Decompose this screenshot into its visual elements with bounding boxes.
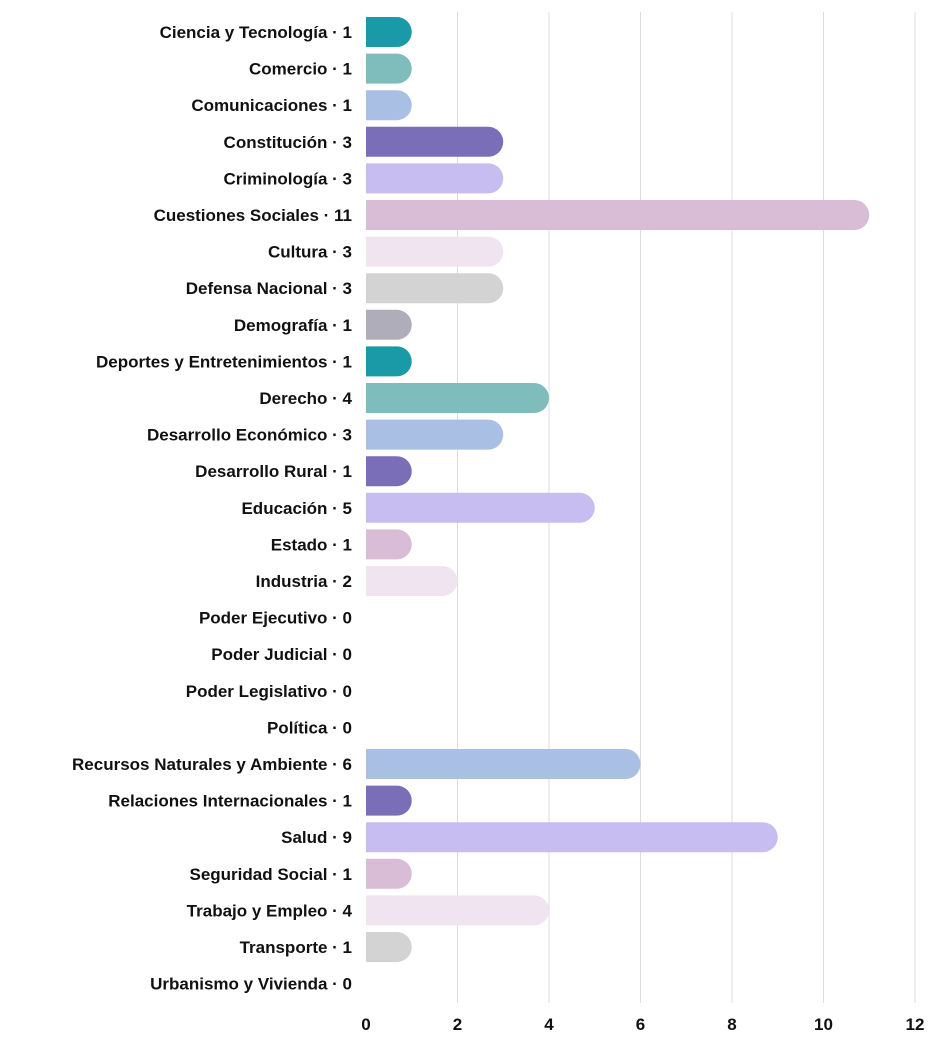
- bar: [366, 858, 412, 889]
- category-label: Criminología · 3: [224, 169, 352, 188]
- bar: [366, 492, 595, 523]
- bars: [366, 17, 870, 962]
- bar: [366, 53, 412, 84]
- category-label: Demografía · 1: [234, 316, 352, 335]
- x-tick-label: 4: [544, 1015, 554, 1034]
- category-label: Cultura · 3: [268, 243, 352, 262]
- category-label: Cuestiones Sociales · 11: [154, 206, 352, 225]
- category-label: Industria · 2: [256, 572, 352, 591]
- category-label: Defensa Nacional · 3: [186, 279, 352, 298]
- bar: [366, 383, 549, 413]
- bar: [366, 90, 412, 121]
- category-label: Relaciones Internacionales · 1: [108, 792, 352, 811]
- category-label: Salud · 9: [281, 828, 352, 847]
- bar: [366, 17, 412, 47]
- category-label: Desarrollo Rural · 1: [195, 462, 352, 481]
- category-label: Poder Ejecutivo · 0: [199, 609, 352, 628]
- bar: [366, 785, 412, 816]
- category-label: Transporte · 1: [240, 938, 352, 957]
- bar: [366, 529, 412, 560]
- category-label: Política · 0: [267, 718, 352, 737]
- x-tick-label: 0: [361, 1015, 370, 1034]
- category-label: Derecho · 4: [259, 389, 352, 408]
- bar: [366, 932, 412, 962]
- bar: [366, 126, 504, 157]
- bar: [366, 273, 504, 304]
- category-label: Desarrollo Económico · 3: [147, 426, 352, 445]
- bar: [366, 822, 778, 853]
- category-label: Recursos Naturales y Ambiente · 6: [72, 755, 352, 774]
- bar: [366, 566, 458, 596]
- category-label: Educación · 5: [241, 499, 352, 518]
- category-label: Trabajo y Empleo · 4: [187, 901, 353, 920]
- category-label: Constitución · 3: [224, 133, 352, 152]
- category-label: Estado · 1: [271, 535, 352, 554]
- category-label: Ciencia y Tecnología · 1: [160, 23, 352, 42]
- x-axis-ticks: 0 2 4 6 8 10 12: [361, 1015, 924, 1034]
- x-tick-label: 10: [814, 1015, 833, 1034]
- category-label: Seguridad Social · 1: [190, 865, 353, 884]
- x-tick-label: 6: [636, 1015, 645, 1034]
- category-label: Comunicaciones · 1: [191, 96, 352, 115]
- category-label: Comercio · 1: [249, 60, 352, 79]
- bar: [366, 236, 504, 267]
- x-tick-label: 8: [727, 1015, 736, 1034]
- category-label: Urbanismo y Vivienda · 0: [150, 975, 352, 994]
- bar: [366, 200, 870, 230]
- category-labels: Ciencia y Tecnología · 1 Comercio · 1 Comu…: [72, 23, 353, 994]
- category-label: Poder Judicial · 0: [211, 645, 352, 664]
- bar: [366, 309, 412, 340]
- category-label: Poder Legislativo · 0: [186, 682, 352, 701]
- bar: [366, 456, 412, 487]
- x-tick-label: 12: [906, 1015, 925, 1034]
- bar: [366, 346, 412, 377]
- bar: [366, 749, 641, 779]
- bar: [366, 895, 550, 926]
- category-label: Deportes y Entretenimientos · 1: [96, 352, 352, 371]
- bar: [366, 163, 504, 194]
- x-tick-label: 2: [453, 1015, 462, 1034]
- bar: [366, 419, 504, 450]
